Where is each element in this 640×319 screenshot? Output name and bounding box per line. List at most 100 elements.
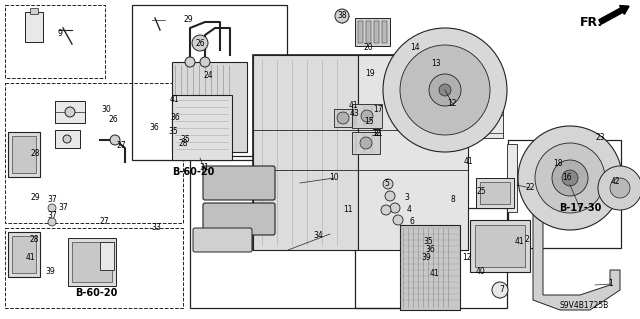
Text: 30: 30 bbox=[101, 105, 111, 114]
Text: 32: 32 bbox=[371, 130, 381, 138]
Bar bbox=[100, 242, 114, 270]
Bar bbox=[12, 136, 36, 173]
FancyBboxPatch shape bbox=[193, 228, 252, 252]
Text: 29: 29 bbox=[183, 14, 193, 24]
Bar bbox=[352, 104, 382, 128]
Text: 28: 28 bbox=[179, 139, 188, 149]
Text: 19: 19 bbox=[365, 70, 375, 78]
Text: 4: 4 bbox=[406, 205, 412, 214]
Text: 6: 6 bbox=[410, 218, 415, 226]
Text: 27: 27 bbox=[99, 217, 109, 226]
Bar bbox=[480, 182, 510, 204]
Text: 41: 41 bbox=[429, 269, 439, 278]
Text: 36: 36 bbox=[170, 113, 180, 122]
Bar bbox=[8, 132, 40, 177]
Text: 22: 22 bbox=[525, 183, 535, 192]
Circle shape bbox=[492, 282, 508, 298]
Circle shape bbox=[535, 143, 605, 213]
Bar bbox=[400, 225, 460, 310]
Text: 12: 12 bbox=[447, 99, 457, 108]
Bar bbox=[355, 18, 390, 46]
Bar bbox=[358, 21, 363, 43]
Text: 28: 28 bbox=[29, 235, 39, 244]
Text: 35: 35 bbox=[168, 127, 178, 136]
Bar bbox=[132, 5, 287, 160]
Text: 17: 17 bbox=[373, 106, 383, 115]
Bar bbox=[475, 225, 525, 267]
FancyBboxPatch shape bbox=[203, 203, 275, 235]
Circle shape bbox=[185, 57, 195, 67]
Circle shape bbox=[48, 218, 56, 226]
Bar bbox=[5, 228, 183, 308]
Bar bbox=[352, 132, 380, 154]
Text: 9: 9 bbox=[58, 29, 63, 39]
Text: 24: 24 bbox=[203, 71, 213, 80]
Text: FR.: FR. bbox=[580, 16, 603, 28]
Text: 26: 26 bbox=[108, 115, 118, 124]
FancyArrow shape bbox=[599, 6, 629, 24]
Circle shape bbox=[337, 112, 349, 124]
Bar bbox=[355, 208, 507, 308]
Text: 23: 23 bbox=[595, 132, 605, 142]
Bar bbox=[374, 21, 379, 43]
Text: 42: 42 bbox=[610, 176, 620, 186]
Circle shape bbox=[48, 204, 56, 212]
Bar bbox=[470, 220, 530, 272]
Bar bbox=[5, 5, 105, 78]
Text: 33: 33 bbox=[151, 224, 161, 233]
Circle shape bbox=[598, 166, 640, 210]
Bar bbox=[172, 95, 232, 160]
Bar bbox=[334, 109, 352, 127]
Text: B-60-20: B-60-20 bbox=[172, 167, 214, 177]
Circle shape bbox=[65, 107, 75, 117]
Bar bbox=[507, 144, 517, 212]
Circle shape bbox=[393, 215, 403, 225]
Text: B-60-20: B-60-20 bbox=[75, 288, 117, 298]
Bar bbox=[253, 55, 358, 250]
Circle shape bbox=[562, 170, 578, 186]
Text: 31: 31 bbox=[199, 164, 209, 173]
Text: 20: 20 bbox=[363, 42, 373, 51]
Text: 8: 8 bbox=[451, 195, 456, 204]
Text: 29: 29 bbox=[30, 192, 40, 202]
Circle shape bbox=[390, 203, 400, 213]
Bar bbox=[12, 236, 36, 273]
Bar bbox=[366, 21, 371, 43]
Polygon shape bbox=[533, 180, 620, 310]
Text: 28: 28 bbox=[30, 149, 40, 158]
Circle shape bbox=[361, 110, 373, 122]
Text: 2: 2 bbox=[525, 235, 529, 244]
Text: 7: 7 bbox=[500, 285, 504, 293]
Text: S9V4B1725B: S9V4B1725B bbox=[560, 300, 609, 309]
FancyBboxPatch shape bbox=[203, 166, 275, 200]
Text: 1: 1 bbox=[609, 279, 613, 288]
Bar bbox=[253, 55, 468, 250]
Circle shape bbox=[552, 160, 588, 196]
Circle shape bbox=[63, 135, 71, 143]
Circle shape bbox=[381, 205, 391, 215]
Bar bbox=[55, 130, 80, 148]
Circle shape bbox=[385, 191, 395, 201]
Text: 3: 3 bbox=[404, 192, 410, 202]
Bar bbox=[30, 8, 38, 14]
Text: 37: 37 bbox=[47, 211, 57, 219]
Circle shape bbox=[360, 137, 372, 149]
Circle shape bbox=[429, 74, 461, 106]
Circle shape bbox=[200, 57, 210, 67]
Text: 34: 34 bbox=[313, 232, 323, 241]
Text: 36: 36 bbox=[425, 246, 435, 255]
Text: 10: 10 bbox=[329, 174, 339, 182]
Bar bbox=[172, 62, 247, 152]
Text: 18: 18 bbox=[553, 159, 563, 167]
Text: 11: 11 bbox=[343, 205, 353, 214]
Text: B-17-30: B-17-30 bbox=[559, 203, 601, 213]
Bar bbox=[25, 12, 43, 42]
Text: 41: 41 bbox=[514, 238, 524, 247]
Circle shape bbox=[383, 28, 507, 152]
Bar bbox=[358, 55, 468, 250]
Circle shape bbox=[192, 35, 208, 51]
Text: 41: 41 bbox=[463, 158, 473, 167]
Text: 41: 41 bbox=[169, 94, 179, 103]
Text: 41: 41 bbox=[25, 254, 35, 263]
Text: 13: 13 bbox=[431, 58, 441, 68]
